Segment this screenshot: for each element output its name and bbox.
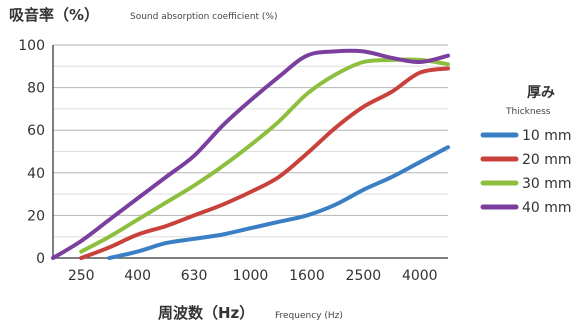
- x-tick-2500: 2500: [346, 268, 382, 284]
- series-line-30mm: [79, 57, 450, 254]
- y-axis-label: 吸音率（%）: [9, 6, 99, 24]
- grid-lines: [52, 44, 448, 259]
- y-axis-label-en: Sound absorption coefficient (%): [130, 12, 278, 22]
- x-tick-250: 250: [68, 268, 95, 284]
- x-tick-1000: 1000: [233, 268, 269, 284]
- x-tick-400: 400: [124, 268, 151, 284]
- legend-label-30mm: 30 mm: [522, 176, 572, 192]
- legend-subtitle: Thickness: [505, 107, 551, 117]
- series-line-40mm: [51, 48, 450, 260]
- legend-label-40mm: 40 mm: [522, 200, 572, 216]
- legend-label-10mm: 10 mm: [522, 128, 572, 144]
- x-axis-label: 周波数（Hz）: [158, 304, 254, 322]
- series-lines: [51, 48, 450, 260]
- y-tick-80: 80: [27, 81, 45, 97]
- y-tick-60: 60: [27, 123, 45, 139]
- x-tick-4000: 4000: [402, 268, 438, 284]
- y-tick-0: 0: [36, 251, 45, 267]
- y-tick-100: 100: [18, 38, 45, 54]
- legend-title: 厚み: [527, 85, 555, 101]
- x-tick-labels: 250 400 630 1000 1600 2500 4000: [68, 268, 438, 284]
- x-tick-630: 630: [181, 268, 208, 284]
- y-tick-labels: 0 20 40 60 80 100: [18, 38, 45, 267]
- x-axis-label-en: Frequency (Hz): [275, 311, 343, 321]
- legend: 10 mm 20 mm 30 mm 40 mm: [480, 128, 572, 216]
- x-tick-1600: 1600: [289, 268, 325, 284]
- y-tick-40: 40: [27, 166, 45, 182]
- series-line-20mm: [79, 66, 450, 260]
- legend-label-20mm: 20 mm: [522, 152, 572, 168]
- series-line-10mm: [107, 145, 450, 260]
- y-tick-20: 20: [27, 208, 45, 224]
